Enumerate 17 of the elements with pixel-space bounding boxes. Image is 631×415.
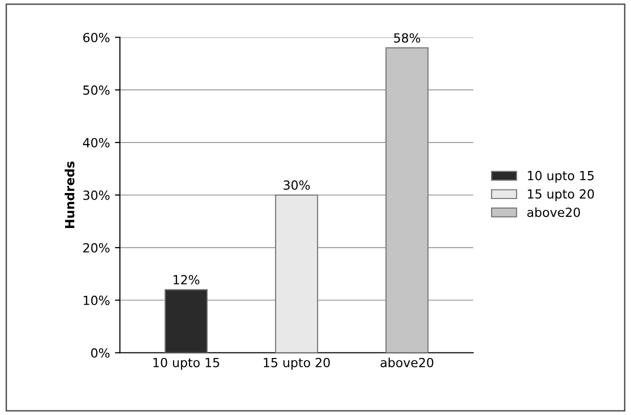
x-tick-label: above20 — [380, 358, 434, 368]
y-tick-label: 10% — [84, 296, 110, 306]
legend-label: 10 upto 15 — [528, 170, 594, 183]
y-tick-label: 0% — [91, 348, 110, 358]
data-label: 58% — [394, 33, 420, 43]
data-label: 12% — [174, 275, 200, 284]
y-tick-label: 60% — [83, 32, 110, 42]
y-axis-title: Hundreds — [64, 162, 74, 228]
x-tick-label: 10 upto 15 — [153, 358, 220, 370]
y-tick-label: 40% — [82, 138, 110, 148]
y-tick-label: 20% — [83, 243, 110, 253]
legend-label: 15 upto 20 — [528, 189, 594, 202]
x-tick-label: 15 upto 20 — [264, 358, 330, 370]
legend-label: above20 — [527, 207, 580, 218]
y-tick-label: 30% — [83, 190, 110, 200]
y-tick-label: 50% — [83, 85, 110, 95]
data-label: 30% — [284, 180, 310, 190]
